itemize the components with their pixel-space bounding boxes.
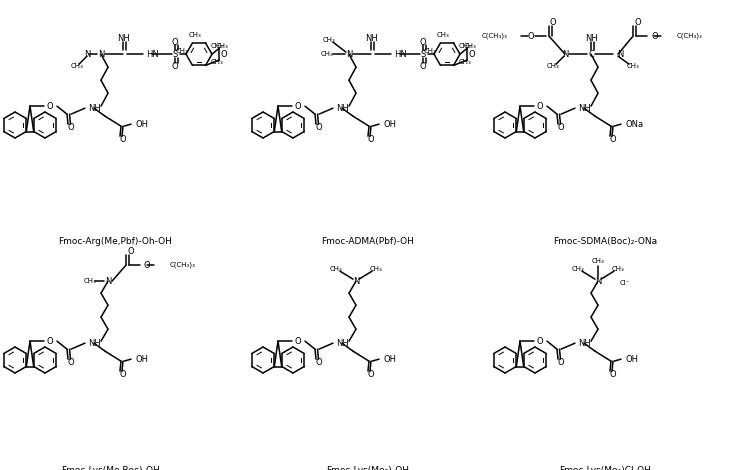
Text: S: S bbox=[172, 50, 177, 59]
Text: N: N bbox=[617, 50, 623, 59]
Text: O: O bbox=[171, 38, 178, 47]
Text: CH₃: CH₃ bbox=[436, 32, 450, 38]
Text: O: O bbox=[144, 261, 151, 270]
Text: NH: NH bbox=[116, 34, 130, 43]
Text: O: O bbox=[316, 358, 322, 367]
Text: O: O bbox=[420, 38, 426, 47]
Text: NH: NH bbox=[578, 104, 591, 113]
Text: Fmoc-ADMA(Pbf)-OH: Fmoc-ADMA(Pbf)-OH bbox=[322, 237, 414, 246]
Text: N: N bbox=[105, 277, 111, 286]
Text: CH₃: CH₃ bbox=[84, 278, 96, 284]
Text: O: O bbox=[316, 123, 322, 132]
Text: CH₃: CH₃ bbox=[626, 63, 640, 69]
Text: N: N bbox=[353, 277, 359, 286]
Text: CH₃: CH₃ bbox=[210, 59, 224, 65]
Text: CH₃: CH₃ bbox=[464, 43, 477, 49]
Text: S: S bbox=[420, 50, 425, 59]
Text: O: O bbox=[609, 369, 616, 379]
Text: CH₃: CH₃ bbox=[547, 63, 559, 69]
Text: O: O bbox=[558, 123, 565, 132]
Text: O: O bbox=[550, 18, 556, 27]
Text: N: N bbox=[98, 50, 105, 59]
Text: NH: NH bbox=[578, 339, 591, 348]
Text: C(CH₃)₃: C(CH₃)₃ bbox=[481, 33, 507, 39]
Text: OH: OH bbox=[135, 355, 148, 364]
Text: ONa: ONa bbox=[625, 120, 643, 129]
Text: N: N bbox=[346, 50, 353, 59]
Text: NH: NH bbox=[584, 34, 598, 43]
Text: O: O bbox=[68, 123, 74, 132]
Text: O: O bbox=[368, 134, 375, 144]
Text: Fmoc-Arg(Me,Pbf)-Oh-OH: Fmoc-Arg(Me,Pbf)-Oh-OH bbox=[58, 237, 172, 246]
Text: OH: OH bbox=[383, 120, 396, 129]
Text: O: O bbox=[294, 102, 301, 110]
Text: CH₃: CH₃ bbox=[321, 51, 333, 57]
Text: O: O bbox=[651, 31, 658, 40]
Text: CH₃: CH₃ bbox=[322, 37, 336, 43]
Text: Fmoc-Lys(Me₂)-OH: Fmoc-Lys(Me₂)-OH bbox=[327, 466, 409, 470]
Text: O: O bbox=[420, 62, 426, 70]
Text: C: C bbox=[588, 50, 594, 59]
Text: O: O bbox=[171, 62, 178, 70]
Text: CH₃: CH₃ bbox=[71, 63, 83, 69]
Text: HN: HN bbox=[146, 50, 159, 59]
Text: O: O bbox=[120, 369, 127, 379]
Text: O: O bbox=[221, 50, 227, 59]
Text: NH: NH bbox=[88, 104, 101, 113]
Text: CH₃: CH₃ bbox=[572, 266, 584, 272]
Text: NH: NH bbox=[336, 104, 349, 113]
Text: C(CH₃)₃: C(CH₃)₃ bbox=[170, 262, 196, 268]
Text: CH₃: CH₃ bbox=[459, 43, 472, 49]
Text: O: O bbox=[46, 337, 53, 345]
Text: Fmoc-Lys(Me₃)Cl-OH: Fmoc-Lys(Me₃)Cl-OH bbox=[559, 466, 651, 470]
Text: CH₃: CH₃ bbox=[592, 258, 604, 264]
Text: NH: NH bbox=[364, 34, 378, 43]
Text: CH₃: CH₃ bbox=[369, 266, 383, 272]
Text: O: O bbox=[127, 247, 134, 256]
Text: Fmoc-Lys(Me,Boc)-OH: Fmoc-Lys(Me,Boc)-OH bbox=[60, 466, 160, 470]
Text: OH: OH bbox=[383, 355, 396, 364]
Text: O: O bbox=[46, 102, 53, 110]
Text: O: O bbox=[537, 337, 543, 345]
Text: N: N bbox=[84, 50, 91, 59]
Text: O: O bbox=[294, 337, 301, 345]
Text: OH: OH bbox=[135, 120, 148, 129]
Text: CH₃: CH₃ bbox=[216, 43, 229, 49]
Text: NH: NH bbox=[88, 339, 101, 348]
Text: CH₃: CH₃ bbox=[188, 32, 202, 38]
Text: O: O bbox=[469, 50, 475, 59]
Text: O: O bbox=[609, 134, 616, 144]
Text: HN: HN bbox=[394, 50, 407, 59]
Text: N: N bbox=[562, 50, 568, 59]
Text: N: N bbox=[595, 277, 601, 286]
Text: O: O bbox=[528, 31, 534, 40]
Text: CH₃: CH₃ bbox=[210, 43, 224, 49]
Text: C(CH₃)₃: C(CH₃)₃ bbox=[677, 33, 703, 39]
Text: CH₃: CH₃ bbox=[612, 266, 624, 272]
Text: CH₃: CH₃ bbox=[330, 266, 342, 272]
Text: CH₃: CH₃ bbox=[459, 59, 472, 65]
Text: NH: NH bbox=[336, 339, 349, 348]
Text: O: O bbox=[558, 358, 565, 367]
Text: O: O bbox=[120, 134, 127, 144]
Text: CH₃: CH₃ bbox=[176, 48, 188, 54]
Text: O: O bbox=[368, 369, 375, 379]
Text: OH: OH bbox=[625, 355, 638, 364]
Text: O: O bbox=[68, 358, 74, 367]
Text: CH₃: CH₃ bbox=[424, 48, 436, 54]
Text: Fmoc-SDMA(Boc)₂-ONa: Fmoc-SDMA(Boc)₂-ONa bbox=[553, 237, 657, 246]
Text: Cl⁻: Cl⁻ bbox=[620, 280, 631, 286]
Text: O: O bbox=[537, 102, 543, 110]
Text: O: O bbox=[634, 18, 641, 27]
